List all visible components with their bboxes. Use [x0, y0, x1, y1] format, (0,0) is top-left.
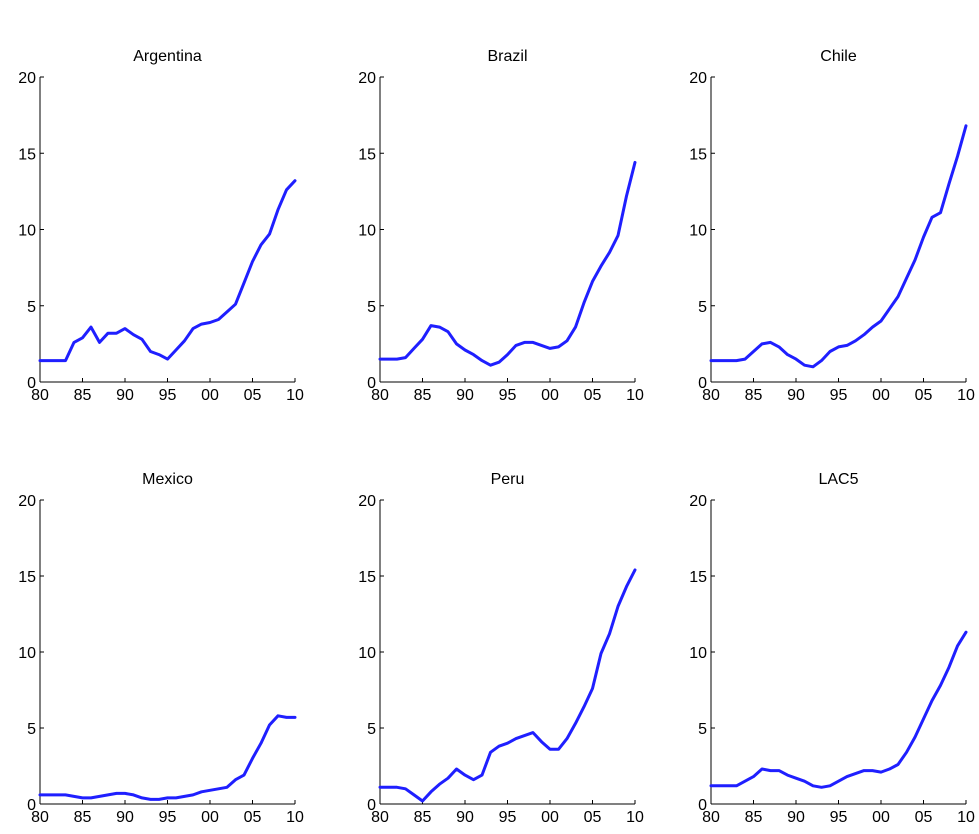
x-tick-label: 10: [286, 809, 304, 826]
panel-title: Peru: [491, 471, 525, 488]
x-tick-label: 80: [702, 809, 720, 826]
y-tick-label: 15: [358, 569, 376, 586]
y-tick-label: 15: [358, 146, 376, 163]
y-tick-label: 0: [27, 375, 36, 392]
x-tick-label: 05: [244, 809, 262, 826]
panel-title: Chile: [820, 48, 857, 65]
series-line: [378, 160, 637, 367]
x-tick-label: 10: [626, 387, 644, 404]
y-tick-label: 0: [698, 797, 707, 814]
y-tick-label: 5: [698, 721, 707, 738]
x-tick-label: 80: [702, 387, 720, 404]
panel-title: Mexico: [142, 471, 193, 488]
y-tick-label: 20: [18, 493, 36, 510]
x-tick-label: 95: [830, 809, 848, 826]
x-tick-label: 80: [31, 387, 49, 404]
x-tick-label: 95: [159, 387, 177, 404]
series-line: [378, 568, 637, 803]
y-tick-label: 20: [689, 493, 707, 510]
x-tick-label: 80: [371, 809, 389, 826]
x-tick-label: 05: [915, 809, 933, 826]
series-line: [709, 630, 968, 789]
panel-title: Brazil: [487, 48, 527, 65]
x-tick-label: 85: [745, 809, 763, 826]
x-tick-label: 90: [456, 387, 474, 404]
x-tick-label: 95: [499, 387, 517, 404]
x-tick-label: 10: [957, 387, 975, 404]
y-tick-label: 0: [27, 797, 36, 814]
y-tick-label: 20: [18, 70, 36, 87]
x-tick-label: 00: [541, 809, 559, 826]
y-tick-label: 15: [18, 146, 36, 163]
y-tick-label: 5: [27, 721, 36, 738]
x-tick-label: 90: [456, 809, 474, 826]
x-tick-label: 90: [116, 387, 134, 404]
series-line: [38, 179, 297, 363]
x-tick-label: 05: [584, 387, 602, 404]
y-tick-label: 15: [18, 569, 36, 586]
x-tick-label: 05: [244, 387, 262, 404]
y-tick-label: 10: [689, 645, 707, 662]
y-tick-label: 5: [367, 299, 376, 316]
y-tick-label: 10: [18, 645, 36, 662]
x-tick-label: 85: [74, 809, 92, 826]
x-tick-label: 85: [74, 387, 92, 404]
y-tick-label: 10: [358, 645, 376, 662]
x-tick-label: 00: [201, 387, 219, 404]
x-tick-label: 95: [159, 809, 177, 826]
x-tick-label: 00: [872, 809, 890, 826]
x-tick-label: 10: [286, 387, 304, 404]
panel-title: Argentina: [133, 48, 202, 65]
y-tick-label: 15: [689, 569, 707, 586]
x-tick-label: 10: [626, 809, 644, 826]
y-tick-label: 20: [358, 70, 376, 87]
series-line: [38, 714, 297, 801]
x-tick-label: 85: [414, 809, 432, 826]
y-tick-label: 5: [367, 721, 376, 738]
x-tick-label: 95: [830, 387, 848, 404]
y-tick-label: 10: [689, 223, 707, 240]
y-tick-label: 0: [367, 797, 376, 814]
x-tick-label: 00: [201, 809, 219, 826]
x-tick-label: 10: [957, 809, 975, 826]
x-tick-label: 00: [541, 387, 559, 404]
y-tick-label: 15: [689, 146, 707, 163]
y-tick-label: 20: [689, 70, 707, 87]
x-tick-label: 90: [116, 809, 134, 826]
y-tick-label: 20: [358, 493, 376, 510]
panel-title: LAC5: [818, 471, 858, 488]
y-tick-label: 5: [27, 299, 36, 316]
x-tick-label: 85: [745, 387, 763, 404]
x-tick-label: 95: [499, 809, 517, 826]
x-tick-label: 05: [915, 387, 933, 404]
y-tick-label: 0: [367, 375, 376, 392]
x-tick-label: 80: [31, 809, 49, 826]
x-tick-label: 80: [371, 387, 389, 404]
y-tick-label: 5: [698, 299, 707, 316]
x-tick-label: 90: [787, 387, 805, 404]
y-tick-label: 0: [698, 375, 707, 392]
y-tick-label: 10: [18, 223, 36, 240]
series-line: [709, 124, 968, 369]
x-tick-label: 05: [584, 809, 602, 826]
y-tick-label: 10: [358, 223, 376, 240]
x-tick-label: 90: [787, 809, 805, 826]
x-tick-label: 00: [872, 387, 890, 404]
x-tick-label: 85: [414, 387, 432, 404]
